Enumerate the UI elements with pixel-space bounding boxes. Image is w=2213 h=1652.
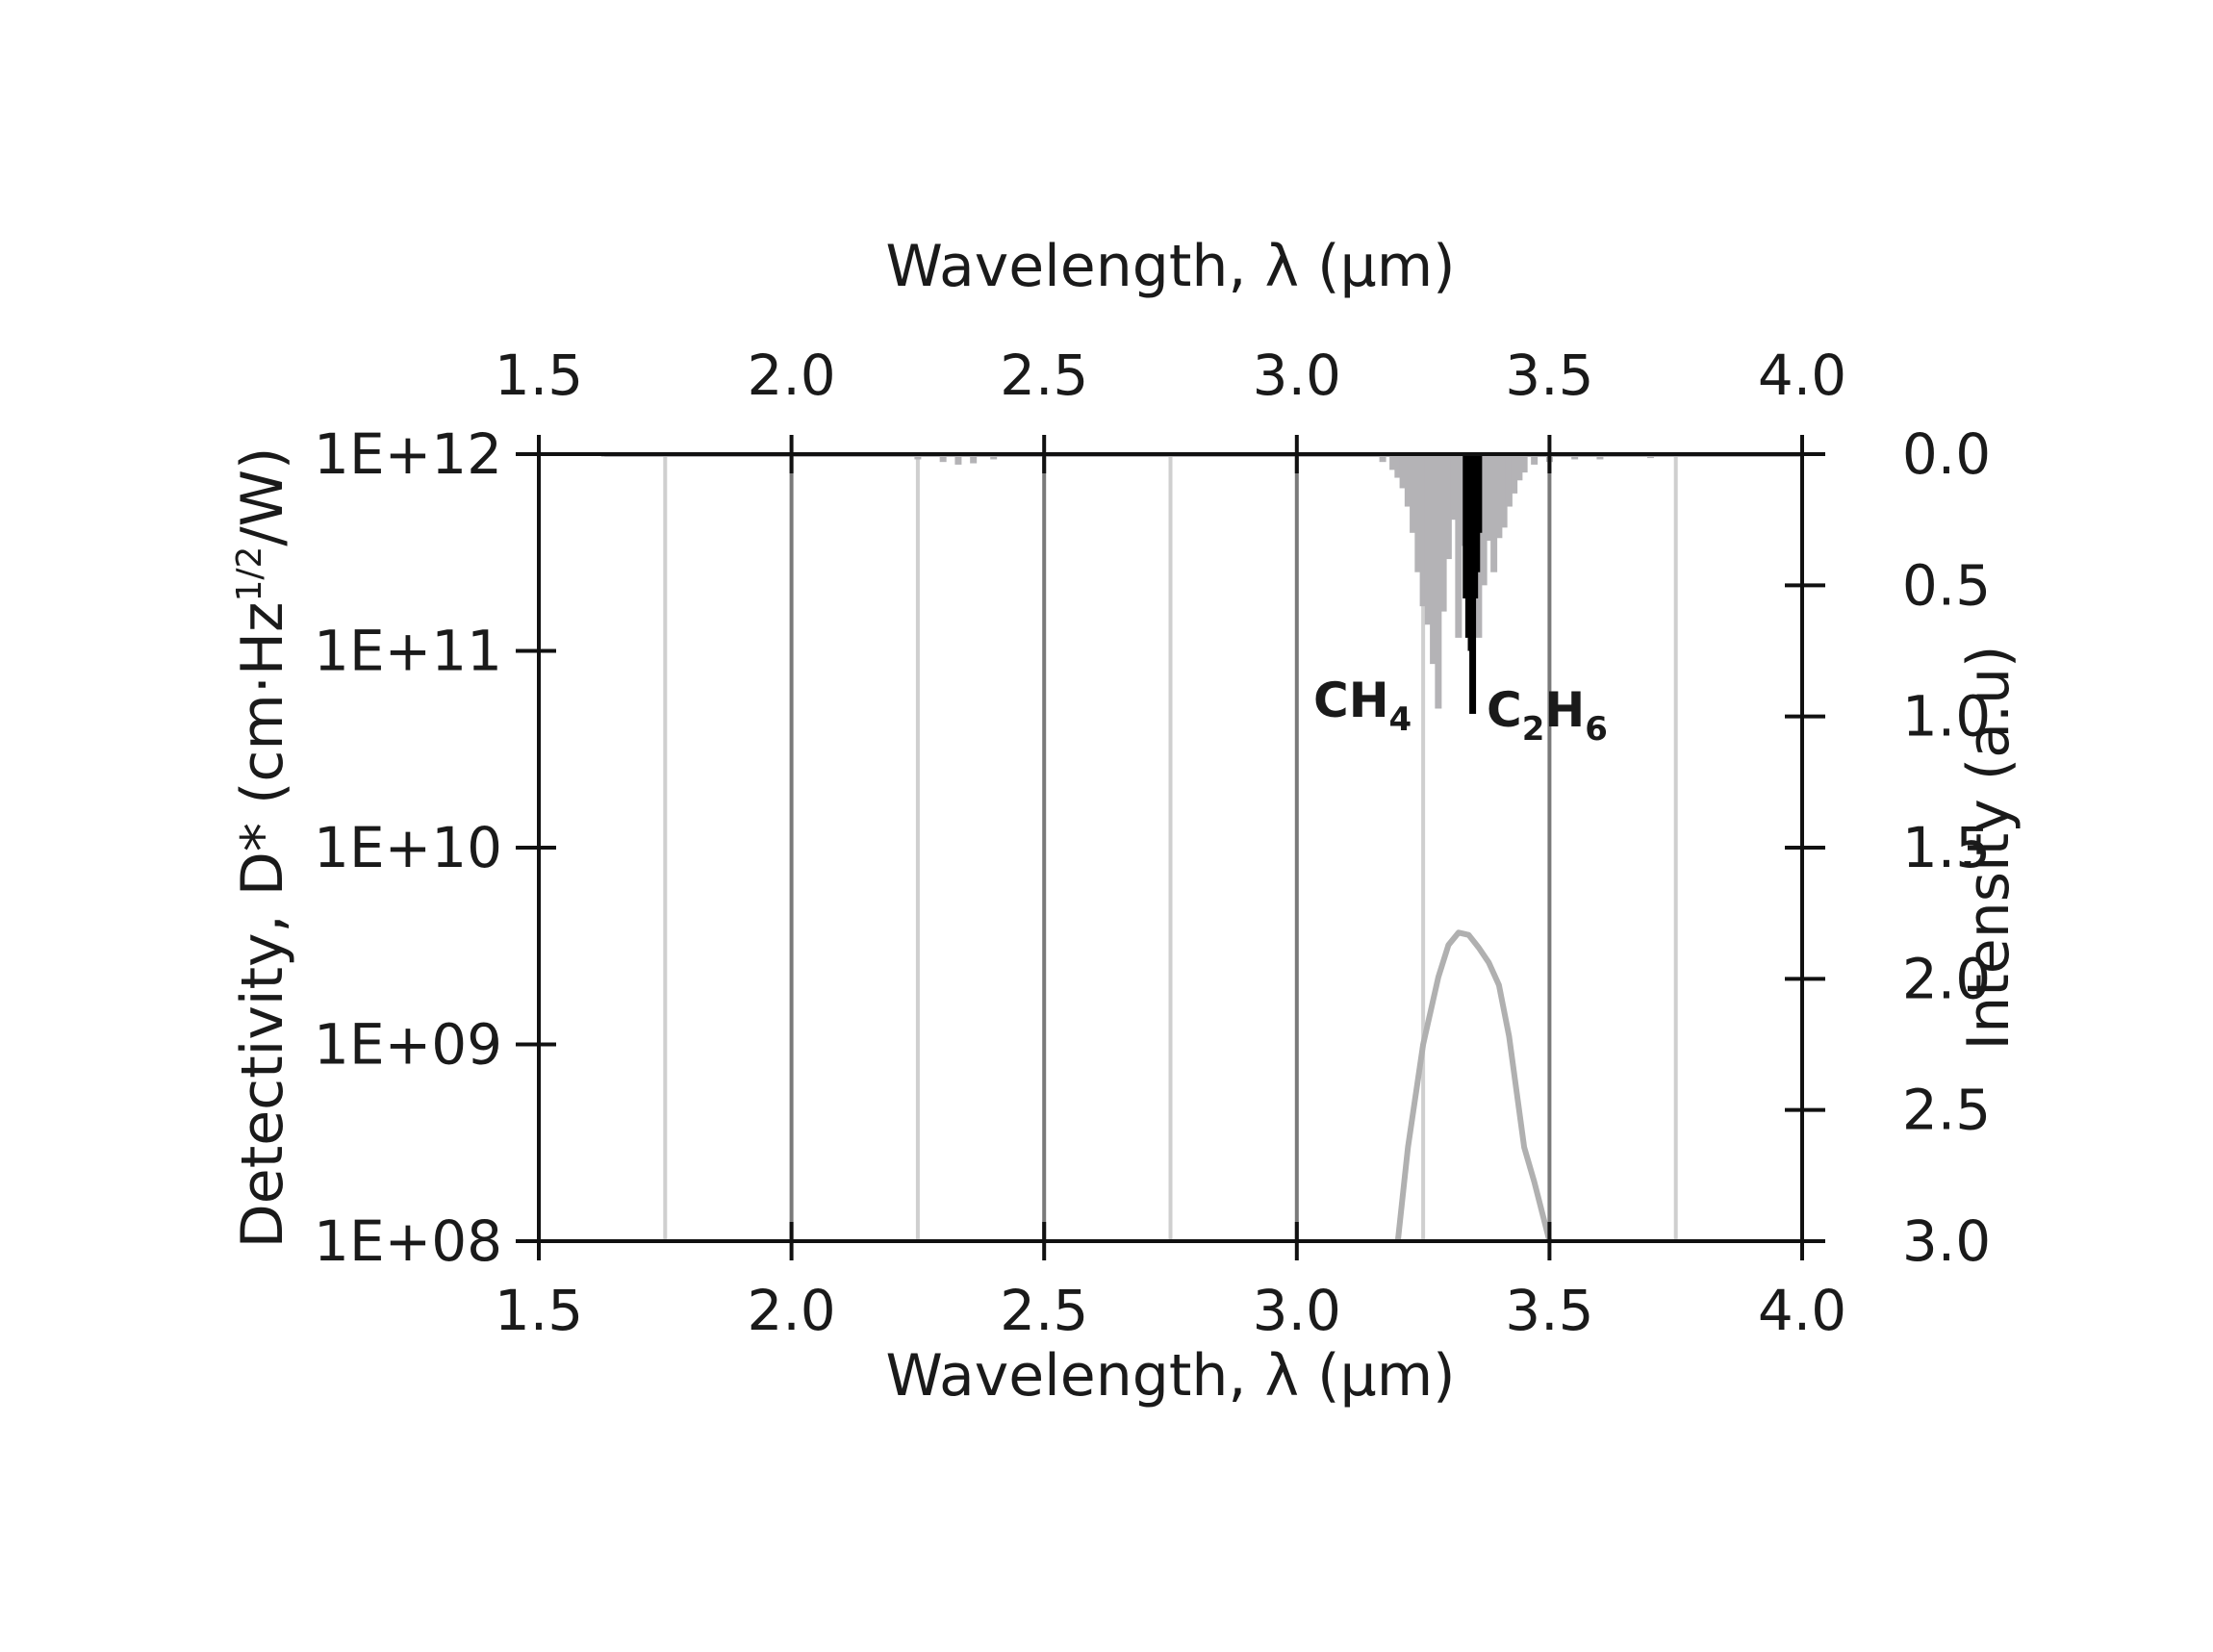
- y-axis-right-title: Intensity (a.u): [1955, 646, 2022, 1051]
- x-top-tick-label: 2.0: [747, 343, 835, 408]
- y-left-title-main: Detectivity, D* (cm·Hz: [229, 601, 296, 1248]
- y-left-title-tail: /W): [229, 447, 296, 546]
- grid-lines: [663, 454, 1678, 1241]
- y-right-tick-label: 1.0: [1902, 684, 1991, 750]
- c2h6-label-mid: H: [1544, 682, 1585, 738]
- y-left-tick-label: 1E+12: [314, 421, 502, 487]
- ch4-absorption-bar: [1490, 454, 1498, 572]
- ch4-absorption-bar: [1495, 454, 1503, 539]
- ch4-absorption-bar: [1505, 454, 1513, 507]
- ch4-absorption-bar: [1379, 454, 1386, 463]
- ch4-absorption-bar: [1531, 454, 1539, 465]
- x-top-tick-label: 1.5: [495, 343, 583, 408]
- ch4-absorption-bar: [1450, 454, 1458, 521]
- c2h6-label-sub2: 6: [1585, 710, 1608, 749]
- x-bottom-tick-label: 2.0: [747, 1278, 835, 1343]
- ch4-absorption-bar: [1419, 454, 1427, 607]
- series-layer: [600, 453, 1802, 1242]
- y-left-tick-label: 1E+10: [314, 815, 502, 880]
- x-bottom-tick-label: 3.5: [1505, 1278, 1593, 1343]
- ch4-absorption-bar: [1389, 454, 1397, 470]
- ch4-absorption-bar: [1515, 454, 1523, 481]
- y-right-tick-label: 2.0: [1902, 946, 1991, 1011]
- y-axis-left-title: Detectivity, D* (cm·Hz1/2/W): [229, 447, 296, 1249]
- c2h6-series-label: C2H6: [1487, 682, 1608, 749]
- ch4-absorption-bar: [1394, 454, 1402, 478]
- x-axis-bottom-title: Wavelength, λ (μm): [885, 1342, 1455, 1410]
- ch4-absorption-bar: [939, 454, 947, 463]
- ch4-absorption-bar: [1424, 454, 1432, 625]
- ch4-absorption-bar: [1480, 454, 1488, 586]
- ch4-absorption-bar: [1500, 454, 1508, 528]
- ch4-absorption-bar: [970, 454, 978, 464]
- ch4-absorption-bar: [1404, 454, 1412, 507]
- ch4-absorption-bar: [1414, 454, 1422, 572]
- ch4-absorption-bar: [1520, 454, 1528, 473]
- y-right-tick-label: 0.0: [1902, 421, 1991, 487]
- x-axis-top-title: Wavelength, λ (μm): [885, 233, 1455, 300]
- ch4-label-sub: 4: [1389, 700, 1412, 739]
- ch4-absorption-bar: [1485, 454, 1492, 541]
- x-top-tick-label: 3.0: [1253, 343, 1341, 408]
- c2h6-label-main: C: [1487, 682, 1522, 738]
- ch4-absorption-bar: [1444, 454, 1452, 560]
- ch4-label-main: CH: [1313, 673, 1389, 728]
- ch4-absorption-bar: [1410, 454, 1417, 533]
- detectivity-curve: [1394, 929, 1553, 1242]
- y-left-tick-label: 1E+11: [314, 619, 502, 684]
- ch4-absorption-bar: [1511, 454, 1518, 494]
- y-left-tick-label: 1E+09: [314, 1012, 502, 1078]
- x-top-tick-label: 4.0: [1758, 343, 1846, 408]
- x-bottom-tick-label: 2.5: [1000, 1278, 1088, 1343]
- c2h6-label-sub1: 2: [1522, 710, 1545, 749]
- y-right-tick-label: 1.5: [1902, 815, 1991, 880]
- tick-layer: 1.5 1.5 2.0 2.0 2.5 2.5 3.0 3.0 3.5 3.5 4.0 4.0 1E+1…: [314, 343, 1991, 1343]
- x-bottom-tick-label: 3.0: [1253, 1278, 1341, 1343]
- x-top-tick-label: 3.5: [1505, 343, 1593, 408]
- ch4-absorption-bar: [1430, 454, 1437, 665]
- y-right-tick-label: 0.5: [1902, 552, 1991, 618]
- ch4-absorption-bar: [1439, 454, 1447, 612]
- ch4-absorption-bar: [1399, 454, 1407, 489]
- x-top-tick-label: 2.5: [1000, 343, 1088, 408]
- y-right-tick-label: 2.5: [1902, 1078, 1991, 1143]
- x-bottom-tick-label: 4.0: [1758, 1278, 1846, 1343]
- ch4-series-label: CH4: [1313, 673, 1412, 739]
- y-right-tick-label: 3.0: [1902, 1208, 1991, 1274]
- c2h6-absorption-bar: [1475, 454, 1483, 533]
- x-bottom-tick-label: 1.5: [495, 1278, 583, 1343]
- ch4-absorption-bar: [1435, 454, 1442, 709]
- y-left-title-sup: 1/2: [230, 546, 269, 602]
- ch4-absorption-bar: [954, 454, 962, 465]
- ch4-absorption-bar: [1455, 454, 1463, 638]
- y-left-tick-label: 1E+08: [314, 1208, 502, 1274]
